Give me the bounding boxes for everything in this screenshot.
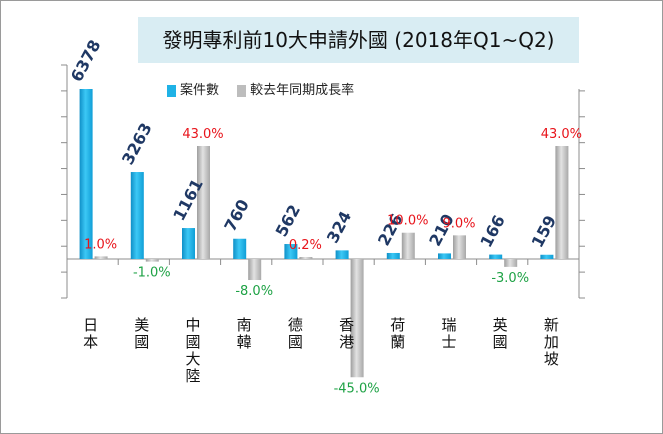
bar-growth xyxy=(453,235,466,259)
bar-count xyxy=(386,252,400,259)
count-data-label: 562 xyxy=(272,201,304,239)
growth-data-label: 43.0% xyxy=(182,127,223,142)
bar-count xyxy=(489,254,503,259)
category-label: 日本 xyxy=(83,316,99,351)
count-data-label: 3263 xyxy=(118,120,156,168)
growth-data-label: 43.0% xyxy=(541,127,582,142)
legend-item-count: 案件數 xyxy=(167,79,219,98)
bar-growth xyxy=(350,259,364,378)
count-data-label: 760 xyxy=(220,196,252,234)
category-label: 英國 xyxy=(492,316,508,351)
category-label: 中國大陸 xyxy=(185,316,201,385)
category-label: 荷蘭 xyxy=(390,316,406,351)
bar-count xyxy=(438,253,451,259)
bar-growth xyxy=(401,232,415,259)
bar-growth xyxy=(555,146,569,259)
category-label: 香港 xyxy=(339,316,355,351)
legend-swatch-count xyxy=(167,84,176,97)
count-data-label: 324 xyxy=(323,208,355,246)
legend-swatch-growth xyxy=(237,84,247,97)
growth-data-label: -3.0% xyxy=(491,271,529,286)
bar-count xyxy=(130,172,144,259)
bar-growth xyxy=(504,259,518,267)
bar-count xyxy=(335,250,349,259)
category-label: 瑞士 xyxy=(441,316,457,351)
bar-count xyxy=(182,228,195,259)
count-data-label: 166 xyxy=(476,212,508,250)
legend-item-growth: 較去年同期成長率 xyxy=(237,79,354,98)
growth-data-label: -8.0% xyxy=(235,284,273,299)
count-data-label: 159 xyxy=(528,212,560,250)
bar-growth xyxy=(197,146,210,259)
growth-data-label: 10.0% xyxy=(387,214,428,229)
bar-count xyxy=(233,238,247,259)
category-label: 德國 xyxy=(287,316,303,351)
growth-data-label: 0.2% xyxy=(289,238,322,253)
bar-count xyxy=(540,254,554,259)
category-label: 南韓 xyxy=(236,316,252,351)
chart-title-box: 發明專利前10大申請外國 (2018年Q1~Q2) xyxy=(138,17,579,63)
bar-growth xyxy=(299,257,313,259)
bar-growth xyxy=(94,256,108,259)
bar-growth xyxy=(145,259,159,262)
growth-data-label: -1.0% xyxy=(133,266,171,281)
growth-data-label: 9.0% xyxy=(442,216,475,231)
category-label: 新加坡 xyxy=(543,316,559,368)
bar-growth xyxy=(248,259,262,281)
growth-data-label: -45.0% xyxy=(334,381,380,396)
legend-label-count: 案件數 xyxy=(180,83,220,98)
category-label: 美國 xyxy=(134,316,150,351)
chart-title: 發明專利前10大申請外國 (2018年Q1~Q2) xyxy=(162,28,555,52)
legend-label-growth: 較去年同期成長率 xyxy=(250,83,355,98)
count-data-label: 6378 xyxy=(67,37,105,85)
chart-legend: 案件數 較去年同期成長率 xyxy=(167,79,368,99)
growth-data-label: 1.0% xyxy=(84,237,117,252)
bar-count xyxy=(284,244,298,259)
bar-count xyxy=(79,89,93,259)
